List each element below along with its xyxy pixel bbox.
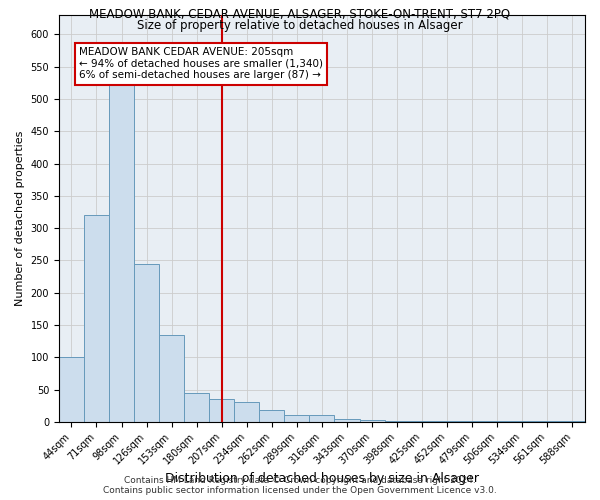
Bar bbox=[359, 420, 385, 422]
Bar bbox=[434, 420, 460, 422]
Bar bbox=[109, 80, 134, 422]
Bar bbox=[460, 421, 485, 422]
Text: MEADOW BANK CEDAR AVENUE: 205sqm
← 94% of detached houses are smaller (1,340)
6%: MEADOW BANK CEDAR AVENUE: 205sqm ← 94% o… bbox=[79, 48, 323, 80]
Bar bbox=[209, 399, 234, 422]
Bar bbox=[284, 416, 310, 422]
Bar bbox=[134, 264, 159, 422]
Bar bbox=[560, 421, 585, 422]
Bar bbox=[385, 420, 410, 422]
Y-axis label: Number of detached properties: Number of detached properties bbox=[15, 130, 25, 306]
Bar bbox=[485, 421, 510, 422]
Bar bbox=[410, 421, 434, 422]
Bar bbox=[334, 418, 359, 422]
Bar bbox=[84, 215, 109, 422]
Bar bbox=[184, 393, 209, 422]
Bar bbox=[310, 416, 334, 422]
Text: MEADOW BANK, CEDAR AVENUE, ALSAGER, STOKE-ON-TRENT, ST7 2PQ: MEADOW BANK, CEDAR AVENUE, ALSAGER, STOK… bbox=[89, 8, 511, 20]
Bar bbox=[259, 410, 284, 422]
Text: Size of property relative to detached houses in Alsager: Size of property relative to detached ho… bbox=[137, 18, 463, 32]
X-axis label: Distribution of detached houses by size in Alsager: Distribution of detached houses by size … bbox=[165, 472, 479, 485]
Bar bbox=[510, 421, 535, 422]
Text: Contains HM Land Registry data © Crown copyright and database right 2024.
Contai: Contains HM Land Registry data © Crown c… bbox=[103, 476, 497, 495]
Bar bbox=[234, 402, 259, 422]
Bar bbox=[535, 421, 560, 422]
Bar bbox=[159, 334, 184, 422]
Bar bbox=[59, 357, 84, 422]
